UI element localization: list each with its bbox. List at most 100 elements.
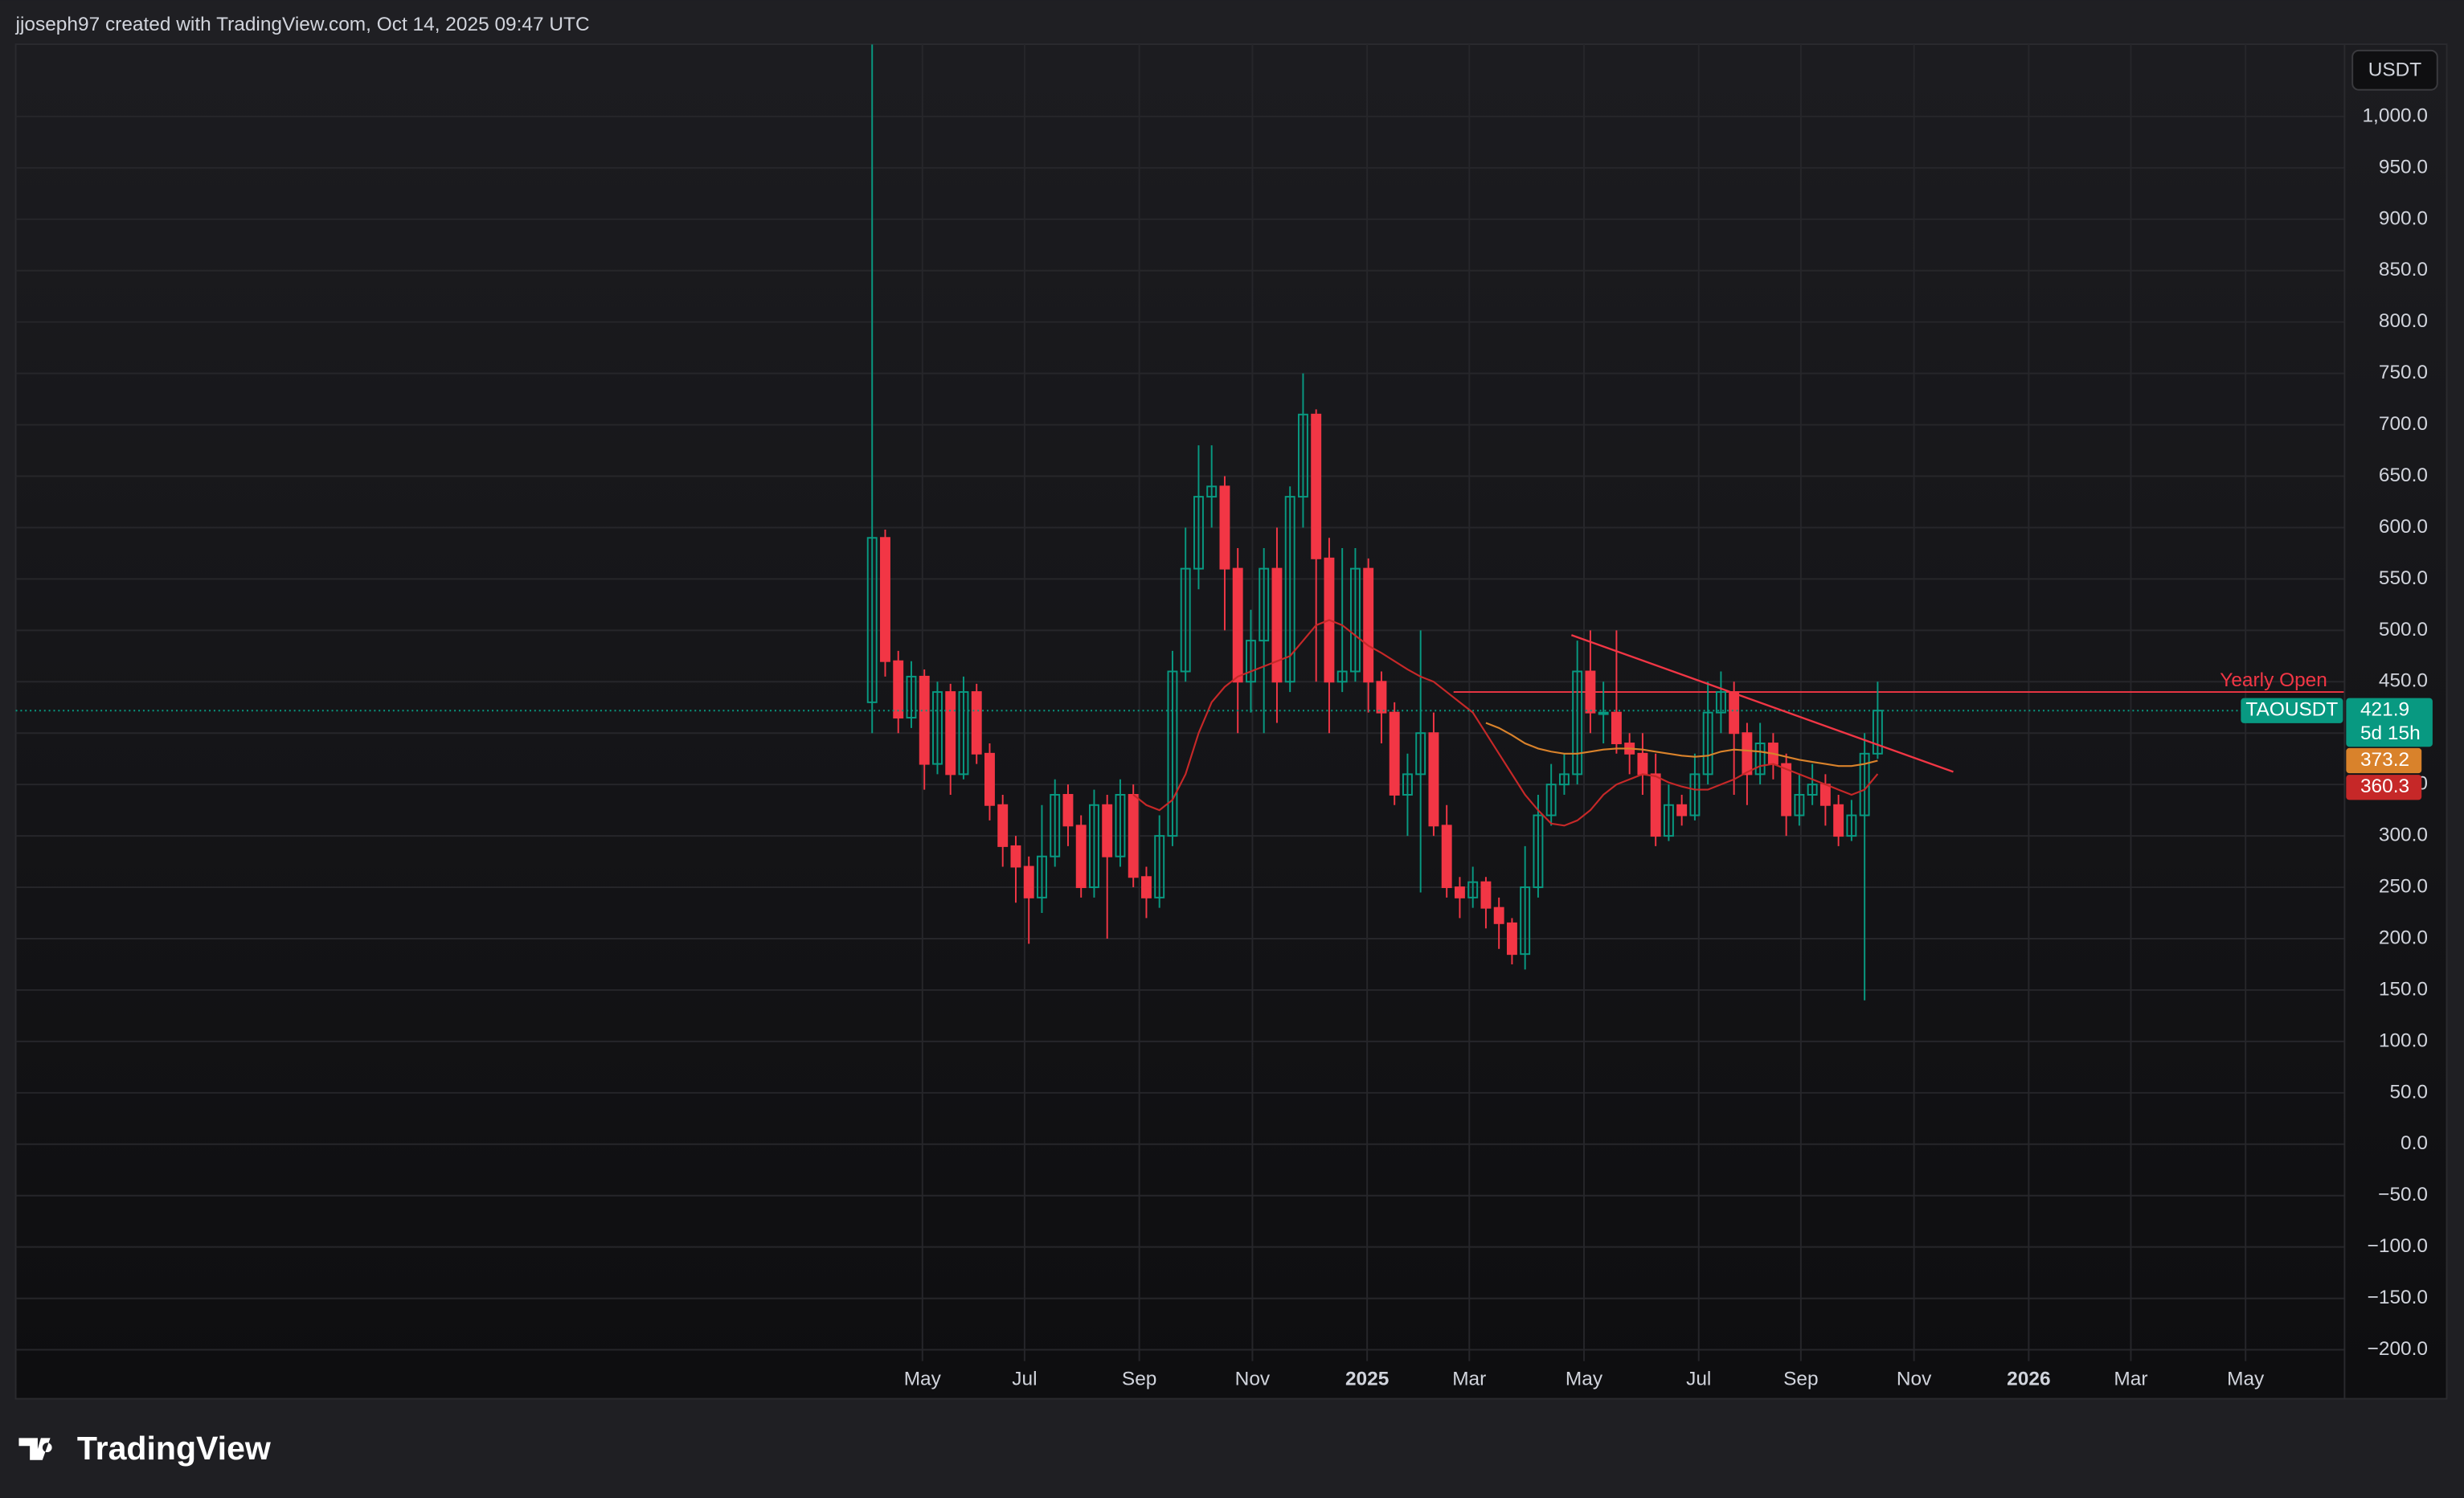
candle-body [1545,784,1557,817]
candle-body [1167,670,1178,837]
candle-body [1872,710,1883,755]
candle-body [1533,814,1544,889]
trendline [1570,634,1954,773]
y-tick-label: −50.0 [2378,1184,2428,1205]
candle-body [1506,922,1517,956]
y-tick-label: 150.0 [2379,978,2428,1000]
candle-body [1598,711,1609,715]
y-tick-label: −200.0 [2368,1338,2428,1360]
candle-body [1676,804,1688,817]
y-tick-label: 50.0 [2389,1081,2428,1103]
y-tick-label: 600.0 [2379,516,2428,538]
candle-body [1441,825,1452,889]
x-tick-label: May [2227,1369,2265,1390]
candle-body [1689,773,1701,817]
candle-body [1062,793,1074,827]
moving-average [1132,619,1879,827]
currency[interactable]: USDT [2368,59,2422,81]
x-tick-label: Nov [1897,1369,1932,1390]
candle-body [997,804,1009,847]
candle-body [1807,784,1818,796]
candle-body [893,660,904,719]
candle-body [1075,825,1087,889]
y-tick-label: −150.0 [2368,1287,2428,1308]
candle-body [1742,732,1753,776]
candle-body [1180,567,1191,673]
candle-body [1480,881,1492,909]
candle-body [1663,804,1674,837]
x-tick-label: May [1566,1369,1603,1390]
ma-price-box [2346,775,2422,800]
candle-body [1140,876,1152,898]
candle-body [880,537,890,662]
candle-body [1271,567,1283,683]
candle-body [1454,886,1465,898]
candle-body [1010,845,1021,868]
candle-body [1833,804,1844,837]
x-tick-label: Jul [1686,1369,1711,1390]
candle-body [1102,804,1113,857]
candle-body [1846,814,1857,837]
candle-body [1650,773,1661,837]
candle-body [1402,773,1413,796]
candle-body [1115,793,1126,857]
y-tick-label: 300.0 [2379,825,2428,846]
y-tick-label: −100.0 [2368,1235,2428,1257]
header: jjoseph97 created with TradingView.com, … [15,14,590,35]
plot: Yearly Open [15,44,2345,1001]
candle-body [1050,793,1061,857]
candle-body [1520,886,1531,956]
candle-body [1428,732,1439,827]
candle-body [1284,496,1295,683]
x-tick-label: Mar [1452,1369,1486,1390]
candle-body [1729,691,1740,735]
y-tick-label: 900.0 [2379,207,2428,229]
y-tick-label: 250.0 [2379,876,2428,898]
yearly-open-label: Yearly Open [2220,669,2327,691]
candle-body [945,691,956,776]
currency-box[interactable] [2351,49,2438,91]
candle-body [1193,496,1204,570]
y-tick-label: 700.0 [2379,413,2428,435]
candle-body [958,691,969,776]
candle-body [1232,567,1243,683]
candle-body [1089,804,1099,889]
price-axis: 1,000.0 950.0 900.0 850.0 800.0 750.0 700.0 650… [904,104,2433,1390]
price-box [2346,698,2433,747]
y-tick-label: 200.0 [2379,927,2428,948]
y-tick-label: 100.0 [2379,1029,2428,1051]
y-tick-label: 450.0 [2379,670,2428,692]
y-tick-label: 550.0 [2379,567,2428,589]
candle-body [1206,485,1218,498]
x-tick-label: 2025 [1345,1369,1389,1390]
x-tick-label: Sep [1122,1369,1156,1390]
x-tick-label: May [904,1369,942,1390]
candle-body [1219,485,1230,570]
y-tick-label: 650.0 [2379,465,2428,486]
moving-average [1485,722,1878,767]
ma-price-label: 373.2 [2360,749,2409,771]
candle-body [1297,413,1308,498]
logo-icon [18,1438,52,1460]
candle-body [1794,793,1805,817]
candle-body [1819,784,1831,806]
countdown: 5d 15h [2360,722,2421,744]
x-tick-label: Jul [1012,1369,1037,1390]
last-price: 421.9 [2360,699,2409,721]
y-tick-label: 1,000.0 [2362,104,2428,126]
symbol-box [2241,698,2343,723]
y-tick-label: 950.0 [2379,156,2428,178]
logo: TradingView [18,1430,271,1467]
candle-body [1572,670,1583,776]
candle-body [1781,763,1792,817]
x-tick-label: Sep [1783,1369,1818,1390]
ma-price-box [2346,747,2422,774]
candle-body [1376,681,1387,714]
grid [15,44,2345,1361]
candle-body [1037,855,1047,898]
candle-body [1311,413,1322,559]
candle-body [866,537,878,703]
y-tick-label: 800.0 [2379,310,2428,332]
candle-body [984,752,995,806]
x-tick-label: Nov [1235,1369,1271,1390]
